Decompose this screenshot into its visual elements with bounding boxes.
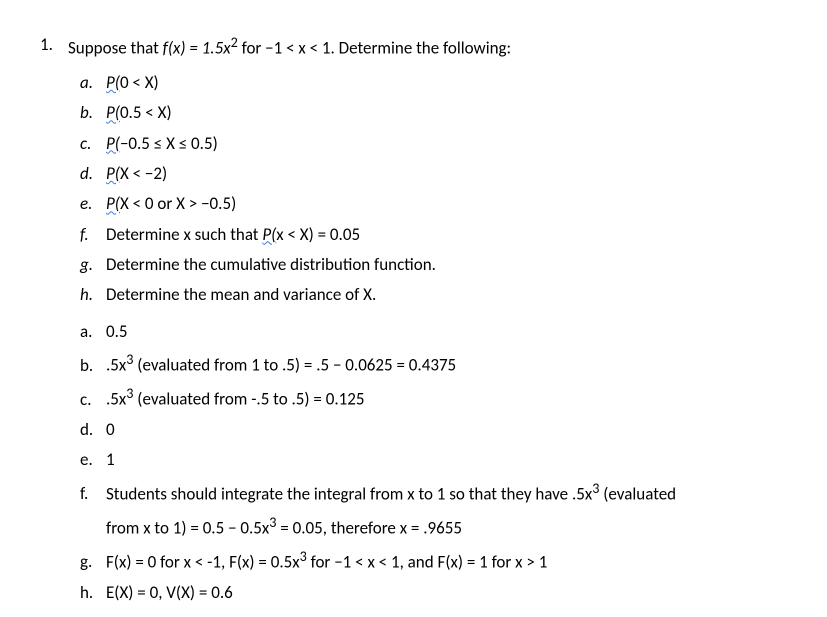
ans-text: from x to 1) = 0.5 − 0.5x3 = 0.05, there… (106, 512, 787, 542)
q-after: for −1 < x < 1. Determine the following: (238, 38, 511, 59)
sub-letter: c. (80, 131, 106, 157)
sub-text: Determine x such that P(x < X) = 0.05 (106, 222, 787, 248)
question-row: 1. Suppose that f(x) = 1.5x2 for −1 < x … (40, 32, 787, 62)
sub-q: c. P(−0.5 ≤ X ≤ 0.5) (80, 131, 787, 157)
ans-letter: a. (80, 319, 106, 345)
sub-q: e. P(X < 0 or X > −0.5) (80, 191, 787, 217)
ans-letter: d. (80, 417, 106, 443)
squiggle-p: P( (106, 102, 120, 123)
squiggle-p: P( (106, 72, 120, 93)
ans-letter: b. (80, 353, 106, 379)
ans-text: F(x) = 0 for x < -1, F(x) = 0.5x3 for −1… (106, 546, 787, 576)
answer-row: g. F(x) = 0 for x < -1, F(x) = 0.5x3 for… (80, 546, 787, 576)
ans-text: 0.5 (106, 319, 787, 345)
sub-q: d. P(X < −2) (80, 161, 787, 187)
sub-letter: a. (80, 70, 106, 96)
answer-row: a. 0.5 (80, 319, 787, 345)
sub-text: P(0.5 < X) (106, 100, 787, 126)
sub-q: f. Determine x such that P(x < X) = 0.05 (80, 222, 787, 248)
ans-letter: f. (80, 481, 106, 507)
answer-row: d. 0 (80, 417, 787, 443)
ans-letter: e. (80, 447, 106, 473)
question-text: Suppose that f(x) = 1.5x2 for −1 < x < 1… (68, 32, 787, 62)
sub-q: b. P(0.5 < X) (80, 100, 787, 126)
sub-text: P(X < −2) (106, 161, 787, 187)
ans-text: .5x3 (evaluated from -.5 to .5) = 0.125 (106, 383, 787, 413)
answer-row: h. E(X) = 0, V(X) = 0.6 (80, 580, 787, 606)
ans-text: 1 (106, 447, 787, 473)
ans-text: .5x3 (evaluated from 1 to .5) = .5 − 0.0… (106, 349, 787, 379)
sub-text: P(−0.5 ≤ X ≤ 0.5) (106, 131, 787, 157)
ans-letter: h. (80, 580, 106, 606)
question-number: 1. (40, 32, 68, 62)
sub-letter: g. (80, 252, 106, 278)
squiggle-p: P( (106, 193, 120, 214)
ans-letter: g. (80, 549, 106, 575)
q-fx-sup: 2 (231, 34, 238, 51)
q-fx: f(x) = 1.5x (163, 38, 231, 59)
ans-letter: c. (80, 387, 106, 413)
ans-text: E(X) = 0, V(X) = 0.6 (106, 580, 787, 606)
sub-q: g. Determine the cumulative distribution… (80, 252, 787, 278)
squiggle-p: P( (106, 133, 120, 154)
sub-letter: e. (80, 191, 106, 217)
squiggle-p: P( (106, 163, 120, 184)
answer-list: a. 0.5 b. .5x3 (evaluated from 1 to .5) … (80, 319, 787, 606)
sub-letter: f. (80, 222, 106, 248)
sub-letter: b. (80, 100, 106, 126)
answer-row: f. Students should integrate the integra… (80, 478, 787, 508)
sub-text: P(0 < X) (106, 70, 787, 96)
sub-text: Determine the mean and variance of X. (106, 282, 787, 308)
answer-row: c. .5x3 (evaluated from -.5 to .5) = 0.1… (80, 383, 787, 413)
q-before: Suppose that (68, 38, 163, 59)
sub-letter: h. (80, 282, 106, 308)
sub-q: a. P(0 < X) (80, 70, 787, 96)
squiggle-p: P( (262, 224, 276, 245)
answer-row: e. 1 (80, 447, 787, 473)
sub-letter: d. (80, 161, 106, 187)
ans-text: 0 (106, 417, 787, 443)
sub-text: Determine the cumulative distribution fu… (106, 252, 787, 278)
answer-row-cont: from x to 1) = 0.5 − 0.5x3 = 0.05, there… (80, 512, 787, 542)
sub-q: h. Determine the mean and variance of X. (80, 282, 787, 308)
ans-text: Students should integrate the integral f… (106, 478, 787, 508)
answer-row: b. .5x3 (evaluated from 1 to .5) = .5 − … (80, 349, 787, 379)
sub-text: P(X < 0 or X > −0.5) (106, 191, 787, 217)
sub-question-list: a. P(0 < X) b. P(0.5 < X) c. P(−0.5 ≤ X … (80, 70, 787, 309)
